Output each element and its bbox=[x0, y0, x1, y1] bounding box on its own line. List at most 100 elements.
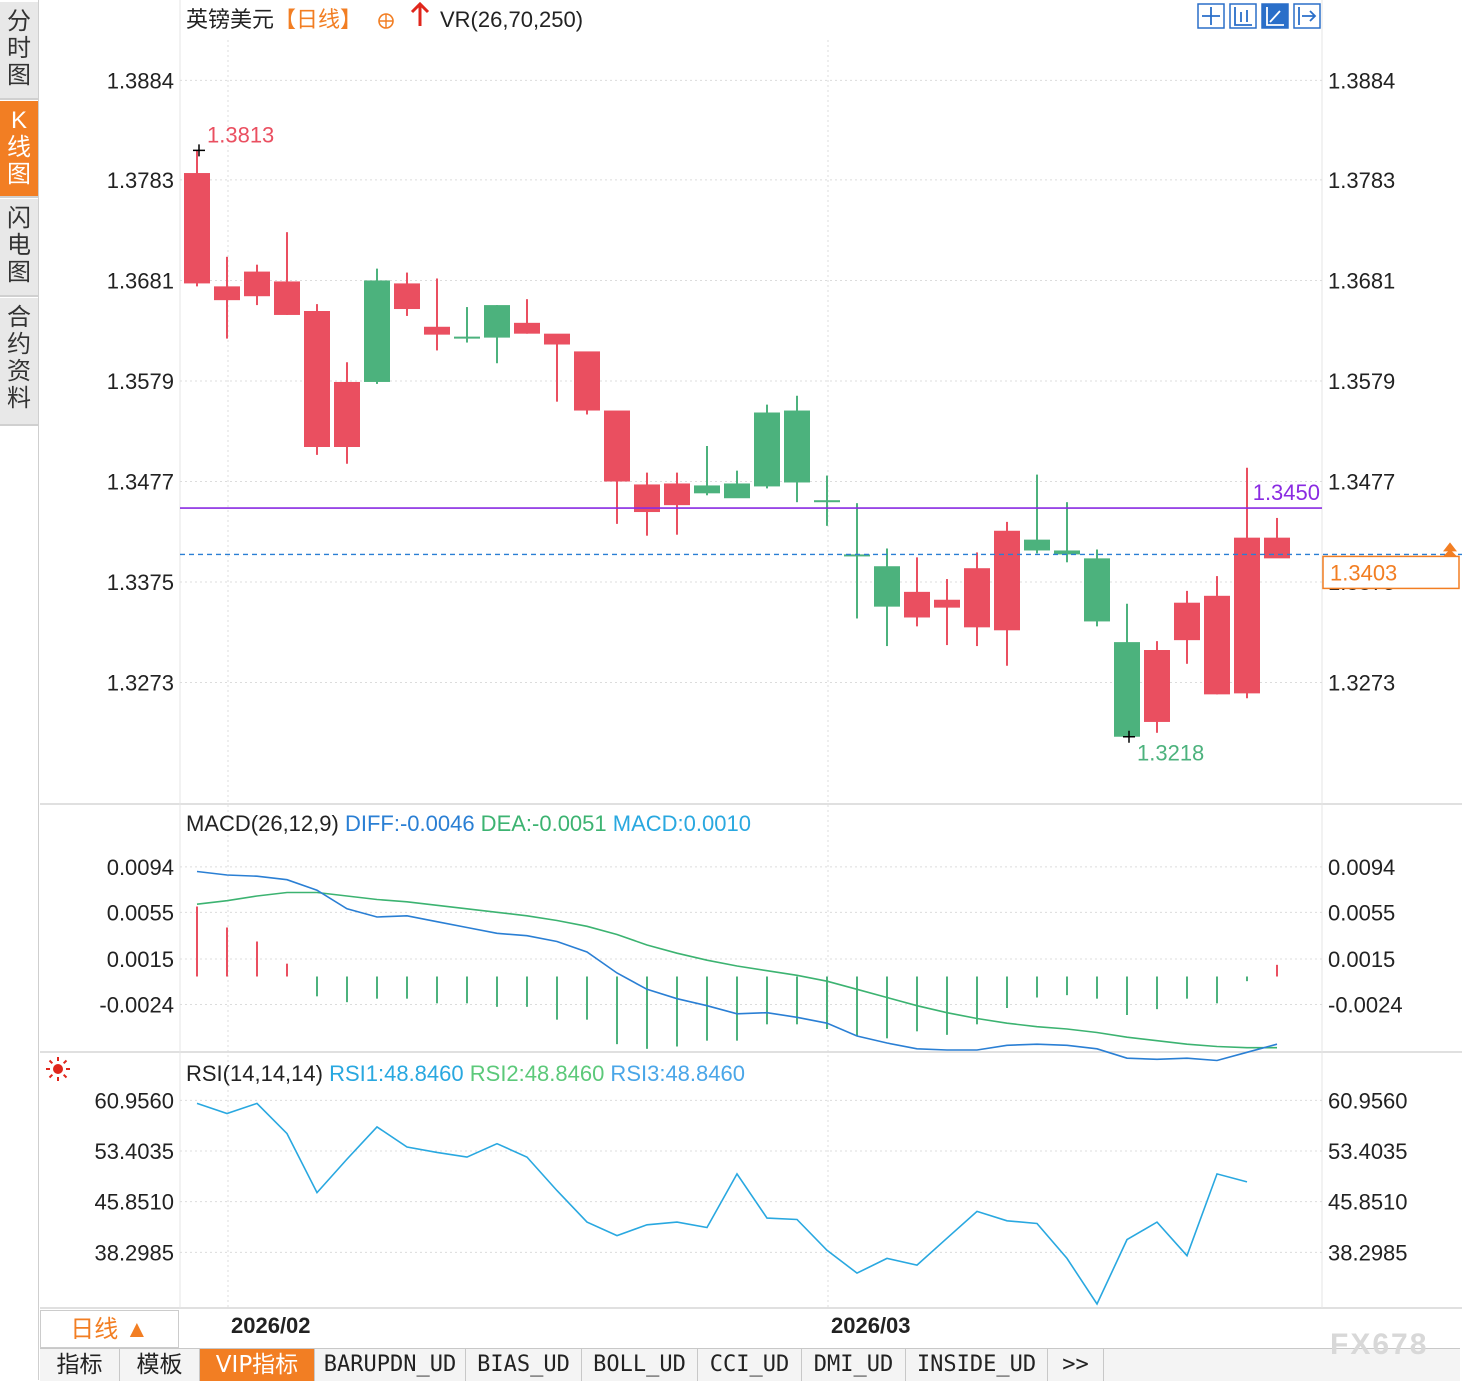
candle-body[interactable] bbox=[184, 173, 210, 284]
side-tab-bar: 分时图 K线图 闪电图 合约资料 bbox=[0, 0, 39, 1380]
macd-right-tick: 0.0094 bbox=[1328, 855, 1395, 880]
tab-kline-chart[interactable]: K线图 bbox=[0, 101, 38, 198]
candle-body[interactable] bbox=[304, 311, 330, 447]
candle-body[interactable] bbox=[784, 410, 810, 483]
macd-left-tick: 0.0094 bbox=[107, 855, 174, 880]
candle-body[interactable] bbox=[964, 568, 990, 628]
indicator-arrow-icon[interactable] bbox=[410, 1, 430, 26]
settings-icon-cross bbox=[379, 14, 393, 28]
candle-body[interactable] bbox=[454, 336, 480, 339]
tab-vip-indicator[interactable]: VIP指标 bbox=[200, 1349, 315, 1381]
macd-value: MACD:0.0010 bbox=[607, 811, 751, 836]
dea-value: DEA:-0.0051 bbox=[475, 811, 607, 836]
candle-body[interactable] bbox=[604, 410, 630, 482]
tab-dmi-ud[interactable]: DMI_UD bbox=[802, 1349, 906, 1381]
candle-body[interactable] bbox=[334, 381, 360, 447]
candle-body[interactable] bbox=[1174, 602, 1200, 641]
rsi-left-tick: 60.9560 bbox=[94, 1088, 174, 1113]
candle-body[interactable] bbox=[544, 333, 570, 345]
candle-body[interactable] bbox=[934, 599, 960, 608]
more-tabs-button[interactable]: >> bbox=[1048, 1349, 1104, 1381]
price-up-arrow-icon bbox=[1443, 542, 1457, 557]
tab-cci-ud[interactable]: CCI_UD bbox=[698, 1349, 802, 1381]
candle-body[interactable] bbox=[1144, 650, 1170, 722]
price-left-tick: 1.3375 bbox=[107, 570, 174, 595]
vr-indicator-label: VR(26,70,250) bbox=[440, 7, 583, 32]
candle-body[interactable] bbox=[574, 351, 600, 411]
candle-body[interactable] bbox=[754, 412, 780, 487]
tab-contract-info[interactable]: 合约资料 bbox=[0, 298, 38, 426]
sun-icon-ray bbox=[48, 1059, 54, 1065]
candle-body[interactable] bbox=[1024, 539, 1050, 551]
rsi-left-tick: 38.2985 bbox=[94, 1240, 174, 1265]
candle-body[interactable] bbox=[904, 591, 930, 618]
price-left-tick: 1.3681 bbox=[107, 268, 174, 293]
candle-body[interactable] bbox=[424, 326, 450, 335]
candle-body[interactable] bbox=[694, 485, 720, 494]
candle-body[interactable] bbox=[1204, 595, 1230, 695]
x-date-label: 2026/03 bbox=[831, 1313, 911, 1338]
price-right-tick: 1.3477 bbox=[1328, 469, 1395, 494]
tab-boll-ud[interactable]: BOLL_UD bbox=[582, 1349, 698, 1381]
sun-icon-ray bbox=[62, 1073, 68, 1079]
candle-body[interactable] bbox=[724, 483, 750, 499]
x-date-label: 2026/02 bbox=[231, 1313, 311, 1338]
rsi-left-tick: 53.4035 bbox=[94, 1139, 174, 1164]
candle-body[interactable] bbox=[994, 530, 1020, 631]
sun-icon-ray bbox=[48, 1073, 54, 1079]
candle-body[interactable] bbox=[1264, 537, 1290, 559]
candle-body[interactable] bbox=[244, 271, 270, 297]
candle-body[interactable] bbox=[1234, 537, 1260, 694]
price-left-tick: 1.3579 bbox=[107, 369, 174, 394]
candle-body[interactable] bbox=[274, 281, 300, 315]
price-left-tick: 1.3477 bbox=[107, 469, 174, 494]
tab-flash-chart[interactable]: 闪电图 bbox=[0, 199, 38, 297]
candle-body[interactable] bbox=[394, 283, 420, 310]
diff-value: DIFF:-0.0046 bbox=[339, 811, 475, 836]
macd-right-tick: 0.0015 bbox=[1328, 947, 1395, 972]
tab-template[interactable]: 模板 bbox=[120, 1349, 200, 1381]
tab-indicator[interactable]: 指标 bbox=[40, 1349, 120, 1381]
candle-body[interactable] bbox=[214, 286, 240, 301]
price-right-tick: 1.3273 bbox=[1328, 671, 1395, 696]
price-right-tick: 1.3884 bbox=[1328, 68, 1395, 93]
candle-body[interactable] bbox=[814, 500, 840, 503]
macd-right-tick: -0.0024 bbox=[1328, 993, 1403, 1018]
rsi-right-tick: 53.4035 bbox=[1328, 1139, 1408, 1164]
rsi1-value: RSI1:48.8460 bbox=[323, 1061, 464, 1086]
sun-icon[interactable] bbox=[53, 1064, 63, 1074]
tab-bias-ud[interactable]: BIAS_UD bbox=[466, 1349, 582, 1381]
rsi2-value: RSI2:48.8460 bbox=[464, 1061, 605, 1086]
price-right-tick: 1.3579 bbox=[1328, 369, 1395, 394]
price-right-tick: 1.3681 bbox=[1328, 268, 1395, 293]
candle-body[interactable] bbox=[484, 305, 510, 338]
candle-body[interactable] bbox=[1054, 550, 1080, 555]
period-selector[interactable]: 日线 ▲ bbox=[40, 1310, 179, 1348]
watermark: FX678 bbox=[1330, 1328, 1429, 1361]
macd-right-tick: 0.0055 bbox=[1328, 900, 1395, 925]
crosshair-icon-glyph bbox=[1202, 7, 1220, 25]
candle-body[interactable] bbox=[874, 566, 900, 607]
candle-body[interactable] bbox=[364, 280, 390, 382]
tab-tick-chart[interactable]: 分时图 bbox=[0, 2, 38, 100]
indicator-tab-bar: 指标 模板 VIP指标 BARUPDN_UD BIAS_UD BOLL_UD C… bbox=[40, 1348, 1460, 1381]
tab-barupdn-ud[interactable]: BARUPDN_UD bbox=[315, 1349, 466, 1381]
tab-inside-ud[interactable]: INSIDE_UD bbox=[906, 1349, 1048, 1381]
level-line-label: 1.3450 bbox=[1253, 480, 1320, 505]
bar-chart-icon-glyph bbox=[1234, 7, 1252, 26]
candle-body[interactable] bbox=[514, 322, 540, 334]
candle-body[interactable] bbox=[1084, 558, 1110, 622]
price-right-tick: 1.3783 bbox=[1328, 168, 1395, 193]
candle-body[interactable] bbox=[1114, 642, 1140, 737]
rsi-header: RSI(14,14,14) RSI1:48.8460 RSI2:48.8460 … bbox=[186, 1061, 745, 1086]
rsi-title: RSI(14,14,14) bbox=[186, 1061, 323, 1086]
rsi-line bbox=[196, 1102, 1248, 1306]
rsi-right-tick: 60.9560 bbox=[1328, 1088, 1408, 1113]
candle-body[interactable] bbox=[664, 483, 690, 506]
candle-body[interactable] bbox=[844, 554, 870, 557]
period-tag: 【日线】 bbox=[274, 7, 362, 32]
arrow-right-icon-glyph bbox=[1298, 7, 1317, 25]
macd-left-tick: 0.0015 bbox=[107, 947, 174, 972]
low-marker bbox=[1123, 730, 1135, 743]
